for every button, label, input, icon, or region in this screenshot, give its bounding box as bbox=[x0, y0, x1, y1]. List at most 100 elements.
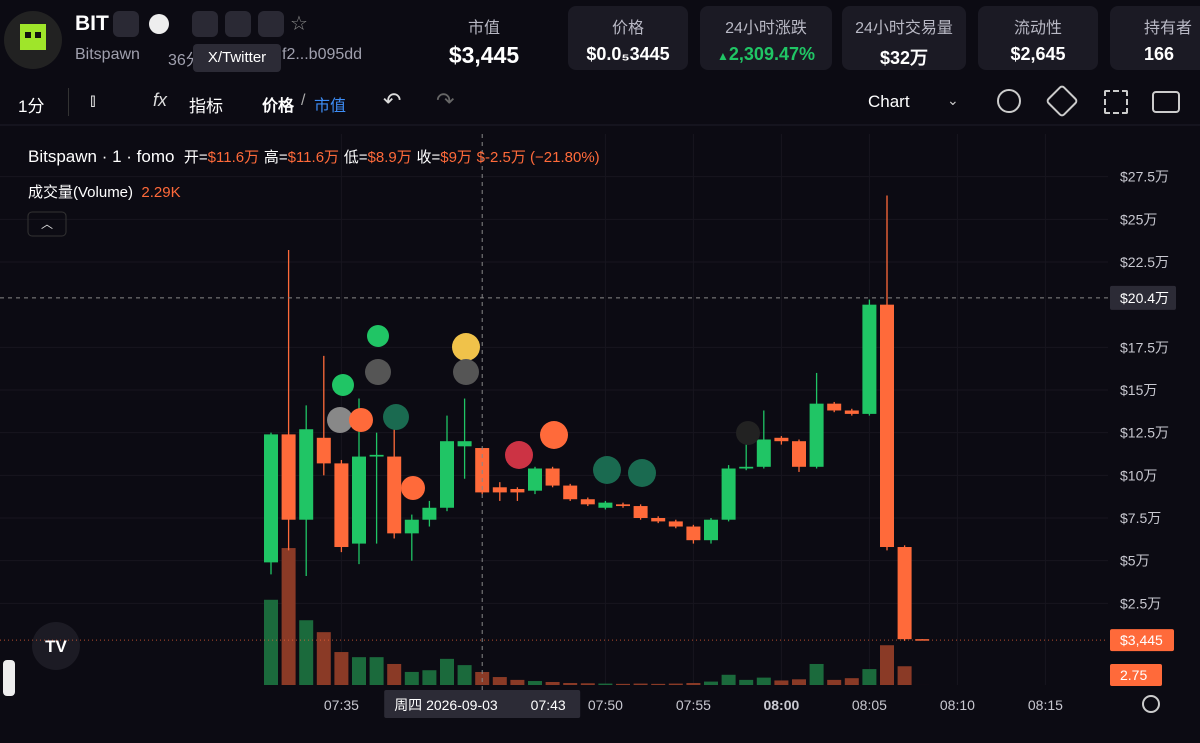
volume-bar bbox=[492, 677, 507, 685]
volume-bar bbox=[316, 632, 331, 685]
candle-body bbox=[492, 487, 507, 493]
collapse-button[interactable] bbox=[27, 211, 67, 237]
stat-value: $3,445 bbox=[448, 42, 520, 68]
legend: Bitspawn · 1 · fomo 开=$11.6万 高=$11.6万 低=… bbox=[28, 146, 600, 167]
y-tick-label: $7.5万 bbox=[1120, 510, 1161, 526]
volume-bar bbox=[334, 652, 349, 685]
separator bbox=[68, 88, 69, 116]
legend-title: Bitspawn · 1 · fomo bbox=[28, 147, 175, 166]
avatar-marker bbox=[383, 404, 409, 430]
volume-bar bbox=[281, 548, 296, 685]
tv-logo-text: TV bbox=[45, 637, 67, 656]
crosshair-time: 07:43 bbox=[531, 697, 566, 713]
candle-body bbox=[404, 519, 419, 534]
volume-bar bbox=[369, 657, 384, 685]
legend-value: $8.9万 bbox=[367, 149, 412, 166]
volume-bar bbox=[704, 681, 718, 685]
symbol: BIT bbox=[75, 12, 109, 35]
fx-icon[interactable]: fx bbox=[153, 90, 168, 110]
buy-marker bbox=[367, 325, 389, 347]
interval[interactable]: 1分 bbox=[18, 97, 45, 116]
twitter-button[interactable] bbox=[225, 11, 251, 37]
last-volume-label: 2.75 bbox=[1120, 667, 1147, 683]
tv-logo bbox=[32, 622, 80, 670]
volume-bar bbox=[422, 670, 437, 685]
volume-bar bbox=[580, 683, 595, 685]
volume-bar bbox=[880, 645, 894, 685]
volume-bar bbox=[844, 678, 859, 685]
y-tick-label: $22.5万 bbox=[1120, 254, 1169, 270]
volume-bar bbox=[721, 674, 736, 685]
stat-value: $2,645 bbox=[1010, 44, 1066, 64]
up-arrow: ▲ bbox=[717, 49, 729, 63]
candle-body bbox=[580, 499, 595, 505]
candle-body bbox=[281, 434, 296, 520]
chart-type[interactable]: Chart bbox=[868, 92, 910, 111]
candle-icon[interactable]: ⫾ bbox=[90, 90, 96, 110]
y-tick-label: $2.5万 bbox=[1120, 595, 1161, 611]
candle-body bbox=[563, 485, 578, 500]
website-button[interactable] bbox=[192, 11, 218, 37]
volume-bar bbox=[809, 663, 824, 685]
x-tick-label: 08:05 bbox=[852, 697, 887, 713]
volume-bar bbox=[827, 679, 842, 685]
candle-body bbox=[651, 518, 666, 522]
avatar-marker bbox=[736, 421, 760, 445]
redo[interactable]: ↷ bbox=[436, 88, 455, 113]
axis-settings[interactable] bbox=[1142, 695, 1160, 713]
fullscreen-icon[interactable] bbox=[1104, 90, 1128, 114]
logo bbox=[4, 11, 62, 69]
stat-label: 价格 bbox=[611, 20, 644, 37]
candle-body bbox=[457, 441, 472, 447]
volume-bar bbox=[299, 620, 314, 685]
stat-value: $32万 bbox=[879, 48, 929, 68]
y-tick-label: $15万 bbox=[1120, 382, 1157, 398]
tool-icon[interactable] bbox=[997, 89, 1021, 113]
candle-body bbox=[633, 506, 648, 518]
stat-box: 24小时涨跌 ▲2,309.47% bbox=[700, 6, 832, 70]
candle-body bbox=[369, 454, 384, 457]
x-tick-label: 08:00 bbox=[763, 697, 799, 713]
volume-bar bbox=[545, 681, 560, 685]
x-tick-label: 07:55 bbox=[676, 697, 711, 713]
x-tick-label: 07:50 bbox=[588, 697, 623, 713]
candle-body bbox=[721, 468, 736, 520]
candle-body bbox=[756, 439, 771, 467]
side-toggle[interactable] bbox=[3, 660, 15, 696]
candle-body bbox=[862, 304, 877, 414]
stat-label: 24小时交易量 bbox=[855, 20, 953, 37]
indicators[interactable]: 指标 bbox=[189, 97, 223, 116]
toggle-sep: / bbox=[301, 92, 306, 109]
avatar-marker bbox=[452, 333, 480, 361]
volume-bar bbox=[633, 683, 648, 685]
collapse-icon: ︿ bbox=[41, 217, 53, 231]
candle-body bbox=[598, 502, 613, 508]
tooltip: X/Twitter bbox=[193, 44, 281, 72]
stat-value: 2,309.47% bbox=[728, 44, 815, 64]
legend-label: 低= bbox=[343, 149, 368, 166]
x-tick-label: 08:10 bbox=[940, 697, 975, 713]
favorite-star[interactable]: ☆ bbox=[290, 13, 308, 35]
price-toggle[interactable]: 价格 bbox=[262, 98, 295, 115]
volume-bar bbox=[440, 658, 454, 685]
search-button[interactable] bbox=[258, 11, 284, 37]
token-address: f2...b095dd bbox=[282, 46, 363, 63]
edit-button[interactable] bbox=[113, 11, 139, 37]
volume-bar bbox=[563, 683, 578, 685]
tiktok-button[interactable] bbox=[149, 14, 169, 34]
candle-body bbox=[668, 521, 683, 527]
stat-value: 166 bbox=[1144, 44, 1175, 64]
candle-body bbox=[792, 441, 806, 467]
stat-box: 24小时交易量 $32万 bbox=[842, 6, 966, 70]
camera-icon[interactable] bbox=[1152, 91, 1180, 113]
volume-label: 成交量(Volume) bbox=[28, 184, 134, 201]
undo[interactable]: ↶ bbox=[383, 88, 402, 113]
candle-body bbox=[440, 441, 454, 508]
mcap-toggle[interactable]: 市值 bbox=[314, 98, 347, 115]
y-tick-label: $17.5万 bbox=[1120, 339, 1169, 355]
candle-body bbox=[352, 456, 366, 544]
y-tick-label: $12.5万 bbox=[1120, 425, 1169, 441]
legend-value: $9万 bbox=[440, 149, 472, 166]
dropdown-arrow[interactable]: ⌄ bbox=[947, 92, 959, 108]
